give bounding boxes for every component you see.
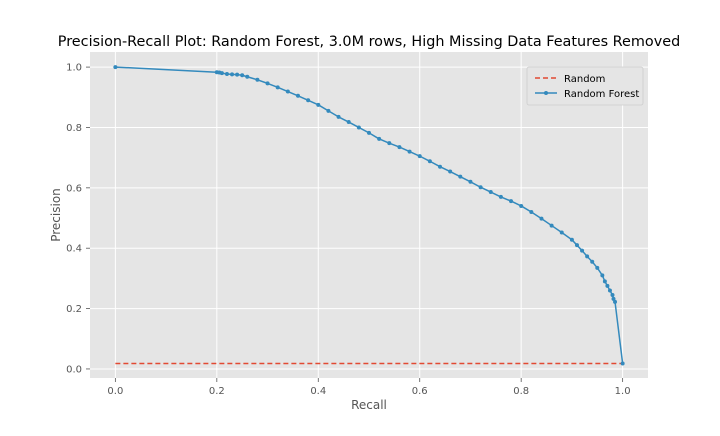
series-point (235, 72, 240, 77)
series-point (240, 73, 245, 78)
series-point (438, 164, 443, 169)
series-point (275, 85, 280, 90)
series-point (255, 77, 260, 82)
x-tick-label: 0.4 (310, 386, 326, 397)
y-tick-label: 1.0 (66, 63, 82, 74)
series-point (595, 265, 600, 270)
series-point (427, 159, 432, 164)
x-tick-label: 0.6 (412, 386, 428, 397)
y-tick-label: 0.0 (66, 364, 82, 375)
series-point (316, 102, 321, 107)
series-point (607, 288, 612, 293)
series-point (397, 145, 402, 150)
y-axis-label: Precision (49, 188, 63, 242)
series-point (478, 185, 483, 190)
series-point (448, 169, 453, 174)
series-point (367, 130, 371, 135)
series-point (224, 72, 229, 77)
series-point (407, 149, 412, 154)
series-point (580, 248, 585, 253)
legend-box (526, 66, 644, 106)
series-point (387, 141, 392, 146)
series-point (346, 120, 351, 125)
legend: Random Random Forest (526, 66, 644, 106)
series-layer (113, 65, 625, 366)
series-point (529, 209, 534, 214)
series-point (417, 154, 422, 159)
legend-rf-marker (544, 91, 548, 95)
y-tick-label: 0.2 (66, 304, 82, 315)
series-point (613, 299, 618, 304)
series-point (245, 74, 250, 79)
series-point (549, 223, 554, 228)
series-point (610, 292, 615, 297)
y-tick-label: 0.8 (66, 123, 82, 134)
tick-layer: 0.0 0.2 0.4 0.6 0.8 1.0 0.0 0.2 0.4 0.6 0.8 1.0 (66, 63, 630, 397)
series-point (509, 199, 514, 204)
series-point (620, 361, 625, 366)
series-point (488, 190, 493, 195)
legend-random-label: Random (564, 74, 605, 85)
series-point (600, 273, 605, 278)
series-point (219, 71, 224, 76)
series-point (574, 243, 579, 248)
series-point (602, 279, 607, 284)
chart-title: Precision-Recall Plot: Random Forest, 3.… (58, 34, 680, 50)
series-point (585, 254, 590, 259)
series-point (356, 125, 361, 130)
series-point (377, 136, 382, 141)
series-point (468, 179, 473, 184)
series-point (539, 216, 544, 221)
x-axis-label: Recall (351, 398, 387, 412)
legend-rf-label: Random Forest (564, 89, 639, 100)
y-tick-label: 0.4 (66, 244, 82, 255)
x-tick-label: 0.8 (513, 386, 529, 397)
series-point (605, 283, 610, 288)
y-tick-label: 0.6 (66, 183, 82, 194)
series-point (559, 230, 564, 235)
series-point (306, 98, 311, 103)
series-point (285, 89, 290, 94)
x-tick-label: 0.2 (209, 386, 225, 397)
series-point (611, 296, 616, 301)
series-point (569, 237, 574, 242)
plot-background (90, 52, 648, 378)
series-point (590, 259, 595, 264)
series-point (326, 108, 331, 113)
series-point (498, 194, 503, 199)
series-point (230, 72, 235, 77)
series-point (336, 114, 341, 119)
series-point (265, 81, 270, 86)
series-point (519, 203, 524, 208)
series-point (295, 93, 300, 98)
series-point (458, 174, 463, 179)
x-tick-label: 0.0 (107, 386, 123, 397)
x-tick-label: 1.0 (615, 386, 631, 397)
series-point (113, 65, 118, 70)
